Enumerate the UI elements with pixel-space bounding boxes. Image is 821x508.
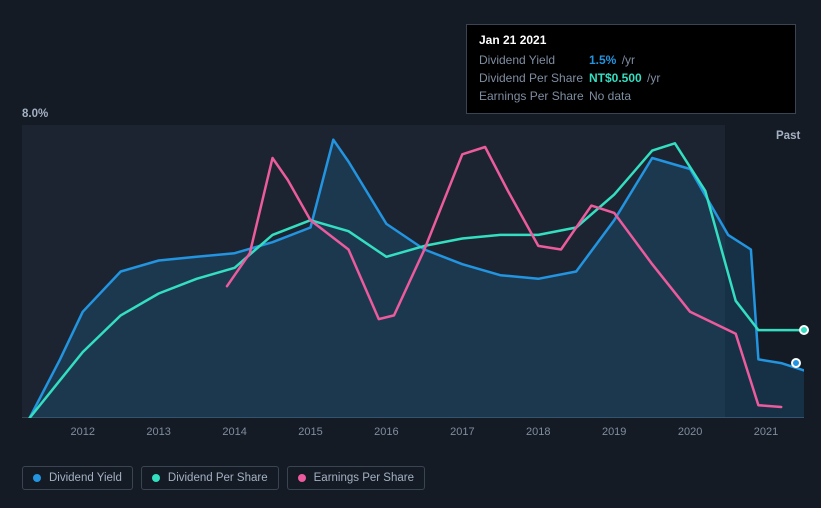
tooltip-row-value: No data xyxy=(589,89,631,103)
legend-dot-icon xyxy=(298,474,306,482)
legend-dot-icon xyxy=(33,474,41,482)
tooltip-row-label: Dividend Per Share xyxy=(479,71,589,85)
x-axis-tick: 2012 xyxy=(70,426,94,438)
x-axis-tick: 2018 xyxy=(526,426,550,438)
tooltip-row-label: Dividend Yield xyxy=(479,53,589,67)
tooltip-row-label: Earnings Per Share xyxy=(479,89,589,103)
x-axis-tick: 2015 xyxy=(298,426,322,438)
legend-item[interactable]: Earnings Per Share xyxy=(287,466,425,490)
x-axis-tick: 2019 xyxy=(602,426,626,438)
x-axis-tick: 2013 xyxy=(146,426,170,438)
chart-tooltip: Jan 21 2021 Dividend Yield1.5% /yrDivide… xyxy=(466,24,796,114)
legend-label: Dividend Per Share xyxy=(168,472,268,484)
x-axis-tick: 2016 xyxy=(374,426,398,438)
x-axis-tick: 2021 xyxy=(754,426,778,438)
tooltip-date: Jan 21 2021 xyxy=(479,33,783,47)
chart-legend: Dividend Yield Dividend Per Share Earnings… xyxy=(22,466,425,490)
series-end-marker xyxy=(799,325,809,335)
tooltip-row-value: NT$0.500 /yr xyxy=(589,71,660,85)
x-axis-tick: 2020 xyxy=(678,426,702,438)
legend-item[interactable]: Dividend Per Share xyxy=(141,466,279,490)
x-axis-tick: 2014 xyxy=(222,426,246,438)
series-end-marker xyxy=(791,358,801,368)
legend-dot-icon xyxy=(152,474,160,482)
y-axis-max-label: 8.0% xyxy=(22,108,48,120)
tooltip-row: Dividend Per ShareNT$0.500 /yr xyxy=(479,69,783,87)
legend-label: Earnings Per Share xyxy=(314,472,414,484)
chart-plot-area xyxy=(22,125,804,418)
legend-item[interactable]: Dividend Yield xyxy=(22,466,133,490)
legend-label: Dividend Yield xyxy=(49,472,122,484)
x-axis-tick: 2017 xyxy=(450,426,474,438)
tooltip-row: Earnings Per ShareNo data xyxy=(479,87,783,105)
tooltip-row: Dividend Yield1.5% /yr xyxy=(479,51,783,69)
tooltip-row-value: 1.5% /yr xyxy=(589,53,635,67)
